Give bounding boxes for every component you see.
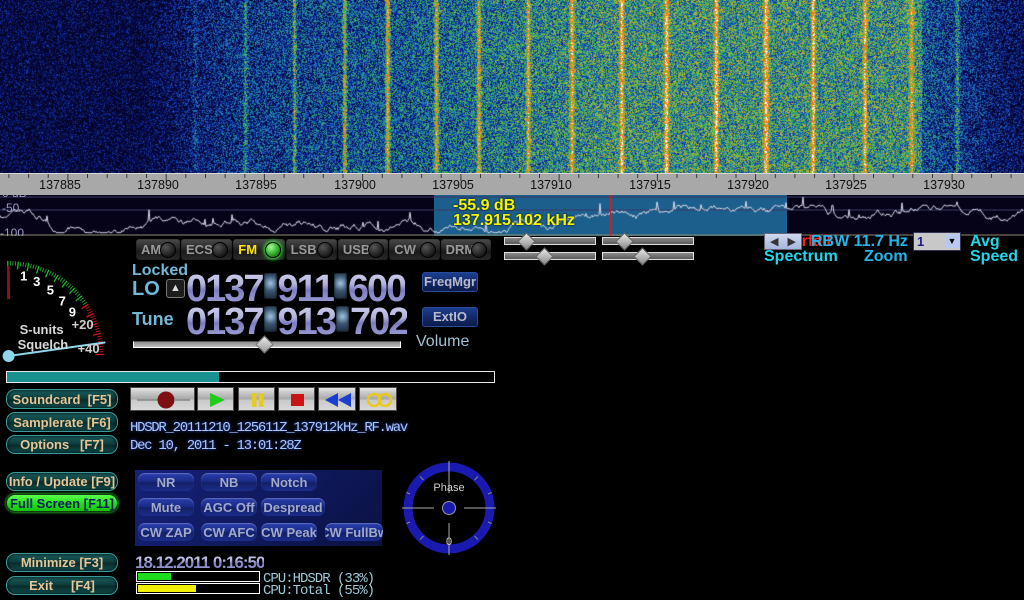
svg-text:137895: 137895 — [235, 178, 277, 192]
svg-text:137885: 137885 — [39, 178, 81, 192]
svg-text:7: 7 — [59, 294, 66, 309]
svg-text:3: 3 — [33, 274, 40, 289]
svg-text:Squelch: Squelch — [18, 337, 69, 352]
svg-text:1: 1 — [20, 269, 27, 284]
svg-text:+40: +40 — [78, 341, 100, 356]
svg-text:5: 5 — [47, 283, 54, 298]
svg-text:S-units: S-units — [20, 322, 64, 337]
svg-text:137900: 137900 — [334, 178, 376, 192]
svg-text:137905: 137905 — [432, 178, 474, 192]
svg-text:+20: +20 — [72, 317, 94, 332]
svg-text:137920: 137920 — [727, 178, 769, 192]
svg-text:0: 0 — [446, 536, 452, 548]
svg-text:137915: 137915 — [629, 178, 671, 192]
svg-text:137910: 137910 — [530, 178, 572, 192]
svg-text:137930: 137930 — [923, 178, 965, 192]
svg-text:137925: 137925 — [825, 178, 867, 192]
svg-text:Phase: Phase — [433, 482, 464, 494]
svg-text:137890: 137890 — [137, 178, 179, 192]
